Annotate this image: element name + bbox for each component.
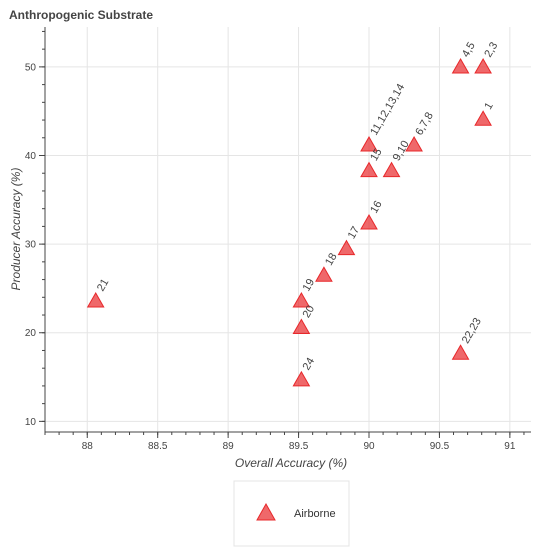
data-point bbox=[360, 161, 378, 178]
data-point-label: 17 bbox=[346, 225, 363, 242]
data-points bbox=[86, 57, 492, 387]
data-point bbox=[292, 291, 311, 308]
legend: Airborne bbox=[233, 480, 350, 547]
y-tick-label: 20 bbox=[25, 328, 37, 339]
data-point-label: 20 bbox=[301, 303, 318, 320]
data-point bbox=[451, 57, 470, 74]
data-point-label: 2,3 bbox=[482, 40, 500, 59]
data-point bbox=[337, 239, 356, 256]
data-point-label: 24 bbox=[301, 356, 318, 373]
data-point-label: 16 bbox=[368, 199, 385, 216]
y-tick-label: 40 bbox=[25, 151, 37, 162]
x-axis: 88 88.5 89 89.5 90 90.5 91 bbox=[44, 432, 525, 452]
y-axis: 10 20 30 40 50 bbox=[25, 30, 45, 428]
data-point bbox=[292, 318, 311, 335]
x-tick-label: 88 bbox=[82, 441, 94, 452]
data-point-label: 6,7,8 bbox=[413, 110, 436, 137]
data-point bbox=[86, 291, 105, 308]
x-tick-label: 90.5 bbox=[430, 441, 450, 452]
y-tick-label: 10 bbox=[25, 417, 37, 428]
data-point-label: 19 bbox=[301, 277, 318, 294]
legend-label-airborne: Airborne bbox=[294, 508, 336, 520]
data-point bbox=[292, 370, 311, 387]
data-point bbox=[474, 57, 492, 74]
data-point-label: 15 bbox=[368, 147, 385, 164]
data-point bbox=[360, 135, 378, 152]
data-point bbox=[382, 161, 401, 178]
data-point-label: 22,23 bbox=[460, 316, 484, 346]
legend-marker-airborne bbox=[256, 502, 276, 521]
data-point bbox=[405, 135, 423, 152]
grid-lines bbox=[45, 27, 531, 432]
x-tick-label: 88.5 bbox=[148, 441, 168, 452]
data-point bbox=[451, 344, 470, 360]
data-point bbox=[474, 110, 492, 126]
data-point-label: 11,12,13,14 bbox=[368, 82, 407, 138]
data-point-label: 1 bbox=[482, 100, 495, 111]
data-point bbox=[315, 266, 333, 282]
x-tick-label: 90 bbox=[363, 441, 375, 452]
data-point-label: 18 bbox=[323, 251, 340, 268]
data-point-label: 4,5 bbox=[460, 40, 478, 59]
x-tick-label: 91 bbox=[504, 441, 516, 452]
y-axis-label: Producer Accuracy (%) bbox=[9, 168, 23, 291]
x-tick-label: 89 bbox=[223, 441, 235, 452]
plot-frame bbox=[44, 27, 531, 433]
legend-box bbox=[233, 480, 350, 547]
data-point bbox=[360, 213, 378, 230]
x-tick-label: 89.5 bbox=[289, 441, 309, 452]
data-point-label: 21 bbox=[95, 277, 112, 294]
y-tick-label: 50 bbox=[25, 62, 37, 73]
x-axis-label: Overall Accuracy (%) bbox=[235, 456, 347, 470]
chart-title: Anthropogenic Substrate bbox=[9, 8, 153, 22]
y-tick-label: 30 bbox=[25, 240, 37, 251]
